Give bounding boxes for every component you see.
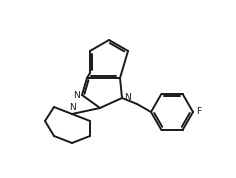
Text: N: N: [124, 93, 131, 103]
Text: F: F: [196, 108, 201, 116]
Text: N: N: [69, 103, 75, 112]
Text: N: N: [73, 90, 80, 100]
